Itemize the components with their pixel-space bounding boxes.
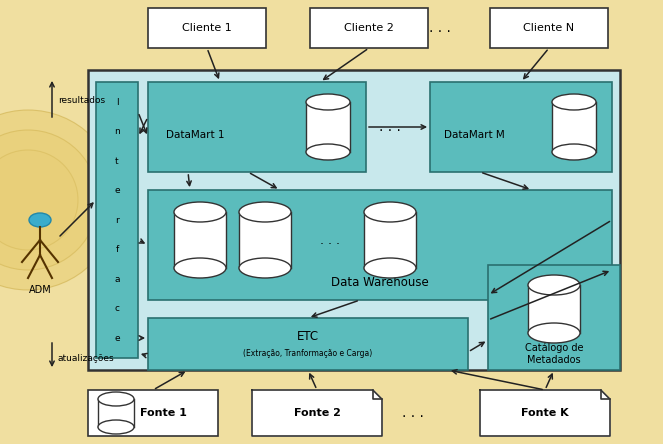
Text: f: f [115,245,119,254]
Text: . . .: . . . [402,406,424,420]
Ellipse shape [552,94,596,110]
Bar [96,82,138,358]
Bar [552,102,596,152]
Text: Fonte 2: Fonte 2 [294,408,340,418]
Bar [310,8,428,48]
Ellipse shape [239,258,291,278]
Circle shape [0,150,78,250]
Bar [490,8,608,48]
Text: I: I [115,98,118,107]
Bar [98,399,134,427]
Text: e: e [114,333,120,342]
Bar [148,190,612,300]
Circle shape [0,130,98,270]
Ellipse shape [364,202,416,222]
Text: a: a [114,274,120,284]
Bar [528,285,580,333]
Bar [239,212,291,268]
Text: Cliente N: Cliente N [523,23,575,33]
Ellipse shape [239,202,291,222]
Bar [174,212,226,268]
Text: Data Warehouse: Data Warehouse [331,275,429,289]
Text: DataMart M: DataMart M [444,130,505,140]
Text: e: e [114,186,120,195]
Text: c: c [115,304,119,313]
Ellipse shape [98,392,134,406]
Text: DataMart 1: DataMart 1 [166,130,225,140]
Bar [430,82,612,172]
Bar [488,265,620,370]
Ellipse shape [552,144,596,160]
Text: Metadados: Metadados [527,355,581,365]
Text: (Extração, Tranformação e Carga): (Extração, Tranformação e Carga) [243,349,373,357]
Ellipse shape [98,420,134,434]
Text: . . .: . . . [320,234,340,246]
Ellipse shape [29,213,51,227]
Bar [364,212,416,268]
Text: r: r [115,215,119,225]
Ellipse shape [306,94,350,110]
Text: ETC: ETC [297,329,319,342]
Text: Cliente 1: Cliente 1 [182,23,232,33]
Ellipse shape [528,275,580,295]
Text: ADM: ADM [29,285,51,295]
Polygon shape [252,390,382,436]
Ellipse shape [174,258,226,278]
Text: resultados: resultados [58,95,105,104]
Text: . . .: . . . [379,120,401,134]
Bar [148,82,366,172]
Bar [148,318,468,370]
Ellipse shape [174,202,226,222]
Ellipse shape [306,144,350,160]
Bar [88,390,218,436]
Polygon shape [480,390,610,436]
Ellipse shape [364,258,416,278]
Text: Fonte K: Fonte K [521,408,569,418]
Bar [306,102,350,152]
Text: Cliente 2: Cliente 2 [344,23,394,33]
Text: n: n [114,127,120,136]
Text: t: t [115,156,119,166]
Circle shape [0,110,118,290]
Bar [148,8,266,48]
Ellipse shape [528,323,580,343]
Text: Catálogo de: Catálogo de [524,343,583,353]
Text: Fonte 1: Fonte 1 [140,408,186,418]
Text: . . .: . . . [429,21,451,35]
Bar [88,70,620,370]
Text: atualizações: atualizações [58,353,115,362]
